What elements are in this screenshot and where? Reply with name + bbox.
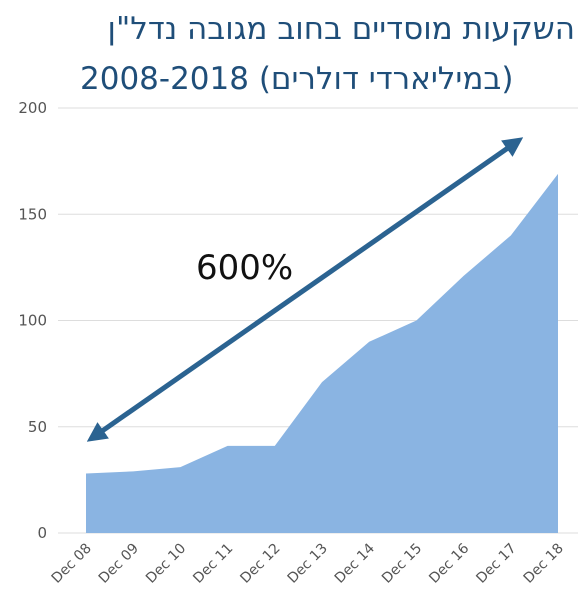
x-tick-label: Dec 11 (190, 541, 236, 587)
x-tick-label: Dec 16 (426, 540, 472, 586)
x-tick-label: Dec 15 (379, 541, 425, 587)
growth-annotation: 600% (196, 248, 293, 288)
x-tick-label: Dec 10 (143, 541, 189, 587)
x-tick-label: Dec 12 (237, 541, 283, 587)
chart-title: השקעות מוסדיים בחוב מגובה נדל"ן (107, 11, 575, 47)
y-tick-label: 0 (37, 524, 47, 542)
area-series (86, 173, 558, 533)
x-tick-label: Dec 13 (285, 541, 331, 587)
y-tick-label: 200 (18, 99, 47, 117)
x-tick-label: Dec 08 (49, 541, 95, 587)
x-tick-label: Dec 09 (96, 541, 142, 587)
x-tick-label: Dec 17 (473, 541, 519, 587)
x-tick-label: Dec 18 (521, 541, 567, 587)
growth-arrow (86, 137, 524, 442)
chart-subtitle: 2008-2018 (במיליארדי דולרים) (80, 61, 514, 97)
y-tick-label: 100 (18, 312, 47, 330)
y-tick-label: 50 (28, 418, 47, 436)
x-tick-label: Dec 14 (332, 540, 378, 586)
y-tick-label: 150 (18, 205, 47, 223)
